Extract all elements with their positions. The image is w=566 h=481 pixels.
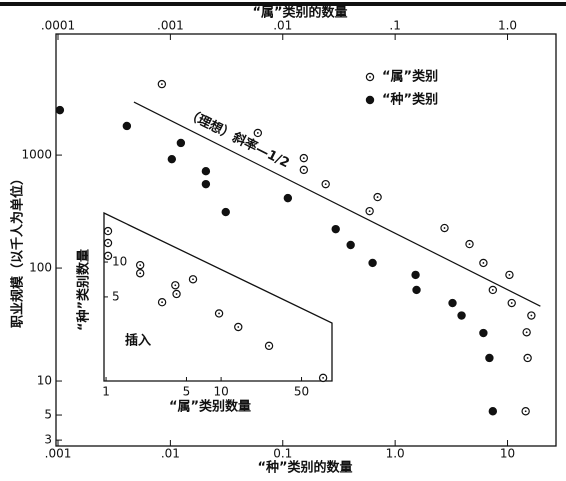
x-tick-label: 5 <box>183 385 191 399</box>
x2-axis-title: “属”类别的数量 <box>252 5 347 21</box>
point <box>479 328 488 338</box>
point-center <box>218 312 220 315</box>
point <box>167 154 177 164</box>
point-center <box>174 284 177 287</box>
point <box>331 224 340 234</box>
point-center <box>268 344 270 347</box>
point-center <box>526 357 529 359</box>
point-center <box>107 230 109 232</box>
x-tick-label: 1.0 <box>386 447 405 461</box>
point <box>55 105 65 115</box>
point-center <box>508 273 511 276</box>
point-center <box>525 331 528 334</box>
plot-frame <box>55 33 557 447</box>
point-center <box>322 376 325 379</box>
point-center <box>161 301 163 304</box>
y-axis-title: 职业规模（以千人为单位） <box>10 172 26 328</box>
point <box>221 207 230 217</box>
point-center <box>324 183 327 186</box>
x-tick-label: 50 <box>294 385 309 399</box>
point-center <box>376 196 379 198</box>
x2-tick-label: .0001 <box>41 19 75 33</box>
x-tick-label: 10 <box>213 385 228 399</box>
point-center <box>482 262 485 264</box>
y-tick-label: 10 <box>112 255 127 269</box>
x-tick-label: .001 <box>45 447 72 461</box>
point-center <box>510 302 513 304</box>
point <box>346 240 355 250</box>
point-center <box>256 132 259 134</box>
y-axis-title: “种”类别数量 <box>76 249 92 331</box>
y-tick-label: 10 <box>37 374 52 388</box>
y-tick-label: 5 <box>112 289 120 303</box>
point-center <box>302 157 305 160</box>
x-tick-label: 10 <box>500 447 515 461</box>
y-tick-label: 100 <box>29 261 52 275</box>
point-center <box>237 326 240 328</box>
point-center <box>139 264 142 267</box>
point-center <box>302 168 305 171</box>
point <box>201 167 211 176</box>
legend-marker-center <box>369 76 371 78</box>
reference-line <box>133 101 541 307</box>
point <box>368 258 377 268</box>
x-axis-title: “属”类别数量 <box>169 399 251 415</box>
point <box>283 193 293 203</box>
y-tick-label: 3 <box>44 433 52 447</box>
x2-tick-label: .1 <box>389 19 400 33</box>
x2-tick-label: .01 <box>273 19 292 33</box>
point <box>488 407 498 416</box>
point-center <box>107 254 109 257</box>
legend-marker <box>365 95 375 105</box>
point-center <box>107 242 109 244</box>
y-tick-label: 1000 <box>21 148 52 162</box>
point-center <box>160 83 163 86</box>
annotation: 插入 <box>125 333 151 349</box>
point-center <box>491 289 494 291</box>
point-center <box>368 210 371 213</box>
point <box>176 138 186 148</box>
point <box>201 179 211 189</box>
x-tick-label: 1 <box>102 385 110 399</box>
point-center <box>192 278 194 281</box>
point <box>485 353 494 363</box>
point <box>457 311 466 320</box>
x2-tick-label: 1.0 <box>498 19 517 33</box>
point <box>412 285 421 295</box>
x-axis-title: “种”类别的数量 <box>257 460 352 476</box>
point-center <box>530 314 533 317</box>
point <box>448 298 457 308</box>
y-tick-label: 5 <box>44 408 52 422</box>
x-tick-label: .01 <box>161 447 180 461</box>
point-center <box>443 227 446 229</box>
point <box>122 121 132 131</box>
legend-label: “种”类别 <box>382 92 438 108</box>
point-center <box>175 293 178 295</box>
x-tick-label: 0.1 <box>273 447 292 461</box>
inset-frame <box>103 211 333 382</box>
point-center <box>468 243 471 245</box>
point-center <box>524 410 527 413</box>
point-center <box>139 272 142 275</box>
point <box>411 270 420 280</box>
legend-label: “属”类别 <box>382 69 438 85</box>
x2-tick-label: .001 <box>157 19 184 33</box>
